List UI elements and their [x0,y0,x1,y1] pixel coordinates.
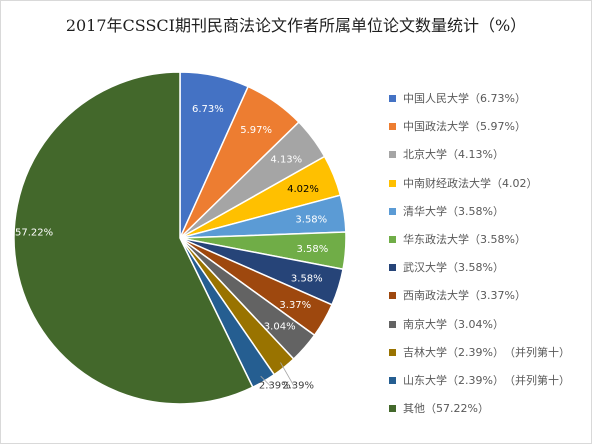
legend-swatch [389,292,396,300]
legend-label: 华东政法大学（3.58%） [403,233,526,246]
legend-label: 山东大学（2.39%） （并列第十） [403,374,570,387]
slice-data-label: 2.39% [259,380,291,391]
legend-label: 西南政法大学（3.37%） [403,289,526,303]
slice-data-label: 3.37% [279,300,311,311]
slice-data-label: 4.13% [270,154,302,165]
legend-swatch [389,320,396,328]
legend-swatch [389,405,396,413]
pie-slice [13,71,254,405]
chart-title: 2017年CSSCI期刊民商法论文作者所属单位论文数量统计（%） [65,16,527,35]
slice-data-label: 3.58% [291,273,323,284]
legend-label: 武汉大学（3.58%） [403,261,504,275]
legend-swatch [389,377,396,384]
legend-label: 南京大学（3.04%） [403,317,504,331]
legend-label: 清华大学（3.58%） [403,204,504,218]
slice-data-label: 3.58% [295,214,327,225]
legend-swatch [389,236,396,243]
legend-label: 北京大学（4.13%） [403,148,504,162]
leader-line [280,362,295,387]
slice-data-label: 5.97% [240,125,272,136]
legend-swatch [389,207,396,215]
slice-data-label: 3.04% [264,322,296,333]
legend-label: 吉林大学（2.39%） （并列第十） [403,345,570,359]
legend-label: 中南财经政法大学（4.02） [403,176,538,190]
legend-swatch [389,151,396,159]
slice-data-label: 57.22% [15,228,53,239]
legend-swatch [389,348,396,356]
legend-label: 中国政法大学（5.97%） [403,120,526,134]
slice-data-label: 6.73% [192,104,224,115]
legend-label: 中国人民大学（6.73%） [403,92,526,105]
slice-data-label: 3.58% [297,244,329,255]
legend-swatch [389,179,396,187]
legend-swatch [389,123,396,131]
leader-line [260,375,272,387]
legend-swatch [389,264,396,272]
slice-data-label: 4.02% [287,184,319,195]
legend-swatch [389,95,396,102]
legend-label: 其他（57.22%） [403,402,489,416]
slice-data-label: 2.39% [282,380,314,391]
